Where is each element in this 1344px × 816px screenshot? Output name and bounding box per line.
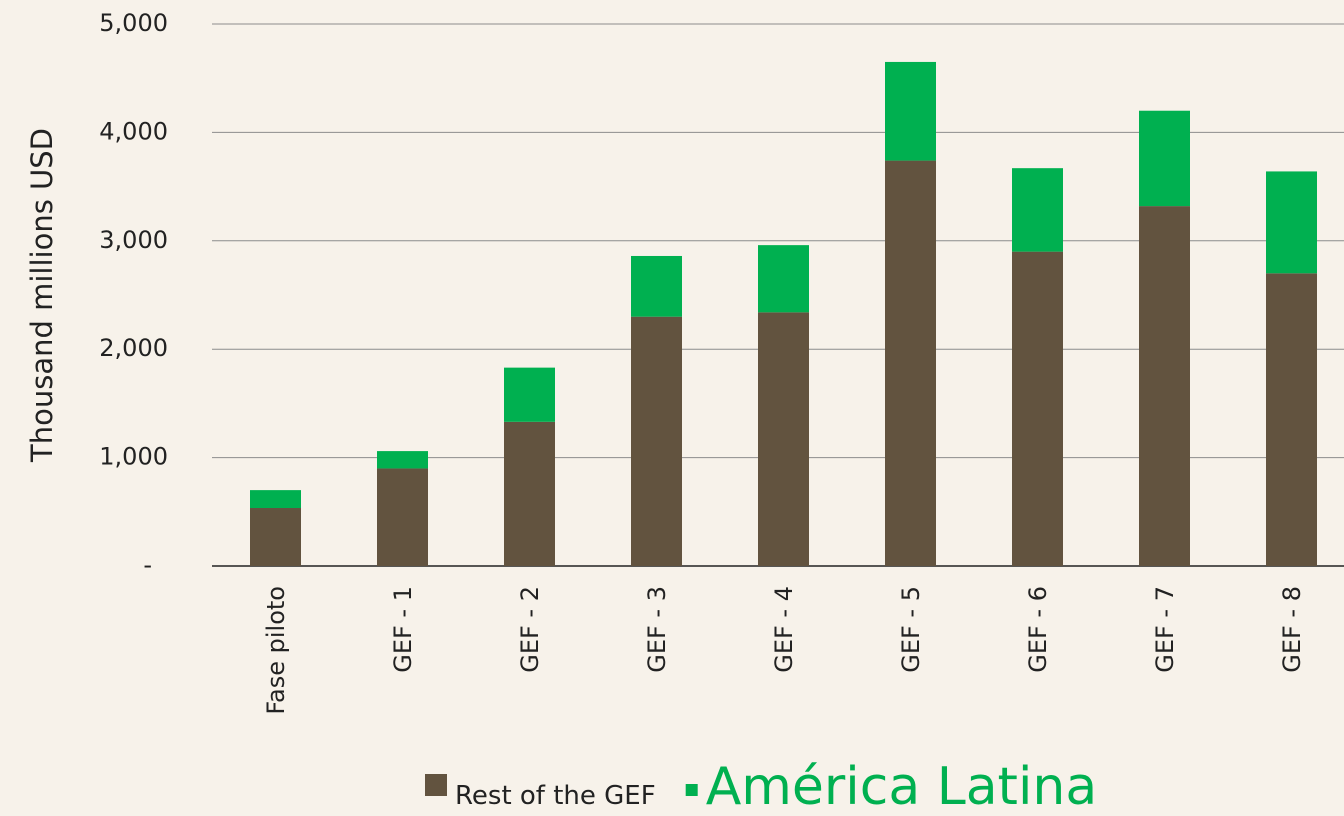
y-tick-label: 5,000 <box>99 9 168 37</box>
x-tick-label: GEF - 8 <box>1277 586 1306 673</box>
bar-segment <box>631 316 682 566</box>
x-tick-label: GEF - 2 <box>515 586 544 673</box>
bar-segment <box>250 508 301 566</box>
bar-segment <box>1139 206 1190 566</box>
y-tick-label: 1,000 <box>99 443 168 471</box>
bar-segment <box>1012 168 1063 252</box>
legend-swatch <box>685 784 698 796</box>
bar-segment <box>1139 110 1190 207</box>
bar-segment <box>631 255 682 317</box>
x-tick-label: GEF - 1 <box>388 586 417 673</box>
legend-swatch <box>425 774 447 796</box>
bar-segment <box>250 490 301 509</box>
x-tick-label: Fase piloto <box>261 586 290 715</box>
bar-segment <box>377 451 428 469</box>
bar-segment <box>1266 171 1317 274</box>
x-tick-label: GEF - 6 <box>1023 586 1052 673</box>
legend-label: América Latina <box>706 757 1098 816</box>
y-tick-label: - <box>143 551 152 579</box>
bar-segment <box>758 312 809 566</box>
bar-segment <box>504 421 555 566</box>
x-tick-label: GEF - 5 <box>896 586 925 673</box>
bar-segment <box>758 245 809 313</box>
bar-segment <box>377 468 428 566</box>
y-tick-label: 4,000 <box>99 117 168 145</box>
bar-segment <box>504 367 555 422</box>
bar-segment <box>885 61 936 161</box>
y-tick-label: 2,000 <box>99 334 168 362</box>
y-tick-label: 3,000 <box>99 226 168 254</box>
legend-label: Rest of the GEF <box>455 781 656 811</box>
x-tick-label: GEF - 7 <box>1150 586 1179 673</box>
y-axis-label: Thousand millions USD <box>25 128 59 463</box>
bar-segment <box>1266 273 1317 566</box>
x-tick-label: GEF - 4 <box>769 586 798 673</box>
bar-segment <box>885 160 936 567</box>
bar-segment <box>1012 251 1063 566</box>
x-tick-label: GEF - 3 <box>642 586 671 673</box>
